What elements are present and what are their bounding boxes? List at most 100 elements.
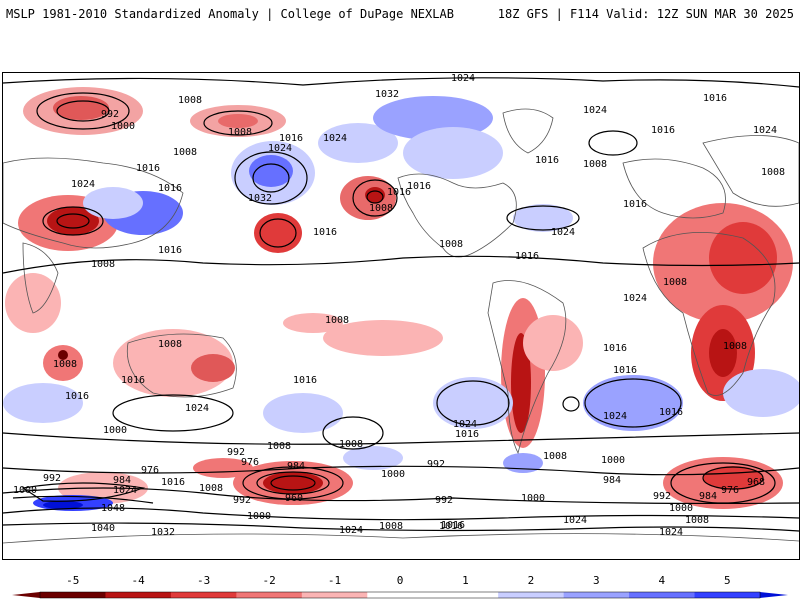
isobar-label: 1016 [613, 365, 637, 376]
colorbar-band [236, 592, 303, 598]
colorbar-band [170, 592, 237, 598]
colorbar-band [367, 592, 434, 598]
asia-outline [3, 157, 184, 249]
isobar-line [112, 394, 234, 432]
europe-outline [622, 158, 726, 219]
negative-anomaly-area [323, 320, 443, 356]
isobar-label: 1016 [703, 93, 727, 104]
negative-anomaly-area [218, 114, 258, 128]
isobar-line [3, 487, 799, 505]
isobar-label: 1016 [439, 521, 463, 532]
isobar-label: 1024 [563, 515, 587, 526]
positive-anomaly-area [403, 127, 503, 179]
isobar-label: 1000 [669, 503, 693, 514]
isobar-label: 1016 [158, 245, 182, 256]
isobar-label: 1000 [103, 425, 127, 436]
isobar-line [3, 255, 799, 274]
isobar-label: 1008 [267, 441, 291, 452]
isobar-line [562, 396, 580, 412]
greenland-outline [502, 108, 554, 154]
isobar-line [56, 100, 110, 122]
isobar-label: 1016 [121, 375, 145, 386]
isobar-line [56, 213, 90, 229]
colorbar-svg: -5 -4 -3 -2 -1 0 1 2 3 4 5 [12, 574, 788, 599]
isobar-label: 1016 [293, 375, 317, 386]
world-map: 1024 1008 992 1000 1032 1024 1016 1008 1… [2, 72, 800, 560]
colorbar-tick-label: -4 [132, 574, 146, 587]
colorbar-bands [12, 591, 788, 599]
isobar-label: 1008 [379, 521, 403, 532]
isobar-label: 992 [427, 459, 445, 470]
anomaly-map-svg: 1024 1008 992 1000 1032 1024 1016 1008 1… [3, 73, 799, 559]
isobar-label: 1008 [158, 339, 182, 350]
isobar-label: 1008 [723, 341, 747, 352]
isobar-line [436, 380, 510, 426]
isobar-label: 1008 [228, 127, 252, 138]
isobar-contours [3, 77, 799, 532]
colorbar-tick-label: 2 [528, 574, 535, 587]
isobar-label: 992 [233, 495, 251, 506]
isobar-label: 1024 [551, 227, 575, 238]
isobar-label: 1024 [71, 179, 95, 190]
positive-anomaly-area [433, 377, 513, 429]
isobar-label: 1008 [439, 239, 463, 250]
colorbar-tick-label: 0 [397, 574, 404, 587]
isobar-label: 1032 [248, 193, 272, 204]
colorbar-tick-label: 5 [724, 574, 731, 587]
colorbar-tick-label: 4 [659, 574, 666, 587]
isobar-line [203, 110, 273, 136]
negative-anomaly-area [43, 345, 83, 381]
isobar-label: 1024 [185, 403, 209, 414]
isobar-line [3, 522, 799, 532]
isobar-label: 1016 [158, 183, 182, 194]
isobar-label: 992 [227, 447, 245, 458]
isobar-line [21, 482, 146, 502]
colorbar-tick-label: -2 [262, 574, 275, 587]
isobar-line [12, 495, 154, 504]
isobar-label: 992 [43, 473, 61, 484]
isobar-line [3, 432, 799, 445]
isobar-label: 1024 [623, 293, 647, 304]
colorbar-tick-label: -3 [197, 574, 210, 587]
colorbar-tick-label: 3 [593, 574, 600, 587]
isobar-label: 1048 [101, 503, 125, 514]
isobar-label: 1024 [583, 105, 607, 116]
colorbar-band [694, 592, 761, 598]
isobar-line [42, 206, 104, 236]
isobar-label: 992 [101, 109, 119, 120]
isobar-label: 1016 [651, 125, 675, 136]
isobar-label: 1016 [313, 227, 337, 238]
isobar-label: 1008 [325, 315, 349, 326]
isobar-label: 1008 [583, 159, 607, 170]
isobar-line [252, 163, 290, 193]
colorbar-arrow-low [12, 592, 40, 598]
isobar-label: 1008 [53, 359, 77, 370]
negative-anomaly-area [283, 313, 343, 333]
isobar-label: 1040 [91, 523, 115, 534]
negative-anomaly-area [263, 472, 323, 494]
positive-anomaly-area [723, 369, 799, 417]
isobar-label: 1032 [151, 527, 175, 538]
isobar-line [270, 475, 316, 491]
isobar-label: 1024 [453, 419, 477, 430]
isobar-line [588, 130, 638, 156]
isobar-label: 976 [241, 457, 259, 468]
isobar-label: 960 [285, 493, 303, 504]
colorbar-tick-label: -5 [66, 574, 79, 587]
isobar-label: 1008 [685, 515, 709, 526]
positive-anomaly-area [43, 501, 83, 509]
positive-anomaly-area [249, 155, 293, 187]
isobar-label: 1000 [13, 485, 37, 496]
isobar-label: 984 [699, 491, 717, 502]
isobar-label: 968 [747, 477, 765, 488]
isobar-label: 1016 [387, 187, 411, 198]
isobar-label: 984 [113, 475, 131, 486]
isobar-label: 1016 [65, 391, 89, 402]
india-outline [22, 242, 59, 314]
isobar-label: 1016 [659, 407, 683, 418]
isobar-label: 1024 [339, 525, 363, 536]
isobar-label: 1032 [375, 89, 399, 100]
colorbar-band [105, 592, 172, 598]
positive-anomaly-area [503, 453, 543, 473]
isobar-line [3, 507, 799, 521]
